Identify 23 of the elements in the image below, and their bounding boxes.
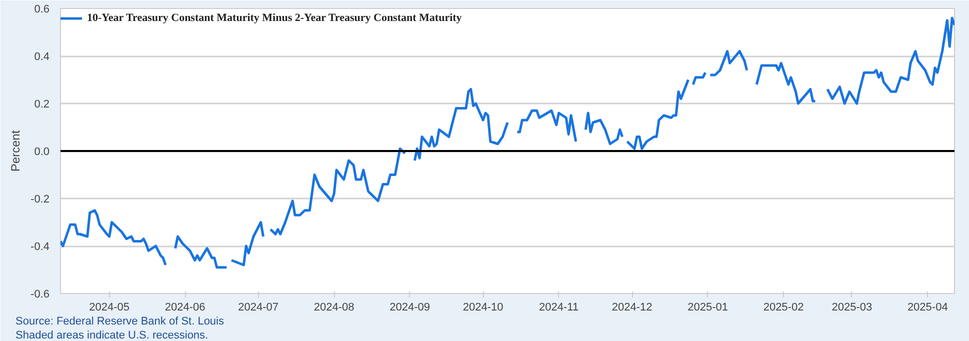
x-tick-label: 2024-09 (390, 302, 430, 314)
y-tick-label: -0.6 (30, 288, 50, 300)
x-tick-label: 2024-05 (89, 302, 130, 314)
x-tick-label: 2024-10 (462, 302, 504, 314)
x-tick-label: 2025-03 (832, 302, 872, 314)
y-tick-label: -0.2 (30, 194, 50, 206)
x-tick-label: 2024-12 (612, 302, 652, 314)
y-tick-label: 0.4 (34, 51, 50, 63)
legend-label: 10-Year Treasury Constant Maturity Minus 2-Year Treasury Constant Maturity (87, 12, 462, 24)
x-tick-label: 2024-08 (314, 302, 354, 314)
y-tick-label: -0.4 (30, 241, 50, 253)
y-tick-label: 0.2 (34, 98, 50, 110)
x-tick-label: 2024-06 (164, 302, 206, 314)
text: Shaded areas indicate U.S. recessions. (16, 330, 208, 341)
x-tick-label: 2025-04 (907, 302, 948, 314)
y-axis-title: Percent (8, 130, 23, 172)
y-tick-label: 0.6 (34, 4, 50, 16)
x-tick-label: 2024-11 (539, 302, 579, 314)
source-note: Source: Federal Reserve Bank of St. Louis (16, 316, 224, 328)
x-tick-label: 2024-07 (238, 302, 279, 314)
x-tick-label: 2025-01 (688, 302, 728, 314)
x-tick-label: 2025-02 (763, 302, 804, 314)
y-tick-label: 0.0 (34, 146, 50, 158)
